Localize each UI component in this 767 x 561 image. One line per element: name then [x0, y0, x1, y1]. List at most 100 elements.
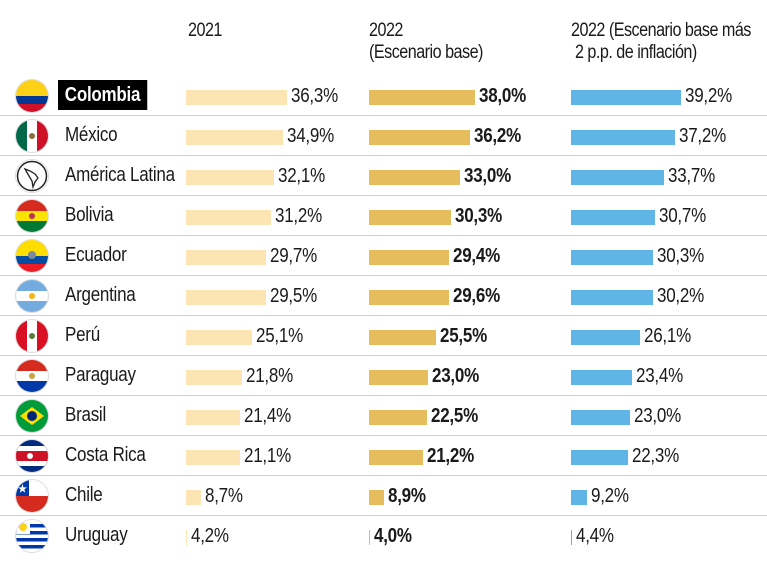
value-label-series-1: 31,2% [275, 205, 323, 227]
row-paraguay: Paraguay 21,8% 23,0% 23,4% [0, 356, 767, 396]
bar-series-1 [186, 250, 267, 265]
bar-series-2 [369, 450, 423, 465]
bar-series-3 [571, 530, 573, 545]
value-label-series-2: 36,2% [473, 125, 521, 147]
bar-series-1 [186, 490, 201, 505]
bar-series-2 [369, 490, 385, 505]
mexico-flag-icon [16, 120, 48, 152]
bar-series-3 [571, 170, 664, 185]
country-label: Costa Rica [65, 444, 146, 466]
column-header-2022-base: 2022 (Escenario base) [369, 20, 483, 63]
bar-series-1 [186, 290, 266, 305]
bar-series-2 [369, 130, 470, 145]
value-label-series-2: 29,6% [453, 285, 501, 307]
bar-series-3 [571, 130, 675, 145]
costa-rica-flag-icon [16, 440, 48, 472]
bar-series-3 [571, 290, 653, 305]
value-label-series-1: 8,7% [204, 485, 243, 507]
latin-america-map-icon [16, 160, 48, 192]
value-label-series-3: 30,2% [657, 285, 704, 307]
brazil-flag-icon [16, 400, 48, 432]
value-label-series-3: 23,4% [635, 365, 683, 387]
country-label: Chile [65, 484, 103, 506]
value-label-series-2: 25,5% [440, 325, 488, 347]
bar-series-1 [186, 370, 242, 385]
peru-flag-icon [16, 320, 48, 352]
bar-series-3 [571, 450, 629, 465]
country-label: América Latina [65, 164, 175, 186]
row-colombia: Colombia 36,3% 38,0% 39,2% [0, 76, 767, 116]
value-label-series-3: 22,3% [632, 445, 680, 467]
row-divider [0, 515, 767, 516]
row-divider [0, 115, 767, 116]
value-label-series-2: 8,9% [388, 485, 427, 507]
value-label-series-1: 21,8% [245, 365, 293, 387]
value-label-series-2: 30,3% [455, 205, 503, 227]
bar-series-1 [186, 530, 187, 545]
value-label-series-2: 33,0% [463, 165, 511, 187]
value-label-series-2: 21,2% [426, 445, 474, 467]
bar-series-1 [186, 90, 288, 105]
bar-series-2 [369, 170, 460, 185]
bar-series-3 [571, 250, 654, 265]
country-label: Argentina [65, 284, 136, 306]
value-label-series-1: 32,1% [277, 165, 325, 187]
row-peru: Perú 25,1% 25,5% 26,1% [0, 316, 767, 356]
bar-series-1 [186, 450, 240, 465]
column-header-2021: 2021 [188, 20, 222, 41]
bar-series-1 [186, 210, 272, 225]
argentina-flag-icon [16, 280, 48, 312]
value-label-series-2: 23,0% [432, 365, 480, 387]
bar-series-1 [186, 170, 274, 185]
bar-series-2 [369, 370, 429, 385]
bar-series-2 [369, 90, 476, 105]
value-label-series-3: 23,0% [634, 405, 682, 427]
value-label-series-3: 37,2% [678, 125, 726, 147]
paraguay-flag-icon [16, 360, 48, 392]
value-label-series-1: 4,2% [191, 525, 229, 547]
row-divider [0, 155, 767, 156]
country-label: Ecuador [65, 244, 127, 266]
bar-series-3 [571, 410, 631, 425]
bar-series-2 [369, 250, 449, 265]
row-divider [0, 235, 767, 236]
country-label: Paraguay [65, 364, 136, 386]
value-label-series-3: 33,7% [667, 165, 715, 187]
value-label-series-3: 4,4% [576, 525, 614, 547]
bar-series-2 [369, 290, 450, 305]
value-label-series-1: 21,4% [244, 405, 292, 427]
country-label: México [65, 124, 118, 146]
country-label: Perú [65, 324, 100, 346]
value-label-series-3: 9,2% [591, 485, 629, 507]
bar-series-2 [369, 210, 452, 225]
bar-series-3 [571, 490, 588, 505]
bar-series-1 [186, 410, 241, 425]
country-label: Bolivia [65, 204, 114, 226]
value-label-series-1: 25,1% [256, 325, 303, 347]
row-chile: Chile 8,7% 8,9% 9,2% [0, 476, 767, 516]
row-divider [0, 315, 767, 316]
ecuador-flag-icon [16, 240, 48, 272]
row-bolivia: Bolivia 31,2% 30,3% 30,7% [0, 196, 767, 236]
row-uruguay: Uruguay 4,2% 4,0% 4,4% [0, 516, 767, 556]
value-label-series-1: 34,9% [286, 125, 334, 147]
row-argentina: Argentina 29,5% 29,6% 30,2% [0, 276, 767, 316]
bar-series-2 [369, 530, 370, 545]
bar-series-3 [571, 370, 632, 385]
bar-series-2 [369, 330, 437, 345]
row-divider [0, 275, 767, 276]
row-costa-rica: Costa Rica 21,1% 21,2% 22,3% [0, 436, 767, 476]
row-divider [0, 195, 767, 196]
value-label-series-2: 38,0% [479, 85, 527, 107]
value-label-series-3: 39,2% [685, 85, 733, 107]
bolivia-flag-icon [16, 200, 48, 232]
country-label: Brasil [65, 404, 106, 426]
bar-series-2 [369, 410, 427, 425]
value-label-series-2: 29,4% [452, 245, 500, 267]
chile-flag-icon [16, 480, 48, 512]
row-divider [0, 475, 767, 476]
country-label: Uruguay [65, 524, 128, 546]
bar-series-3 [571, 90, 682, 105]
bar-series-3 [571, 330, 641, 345]
row-mexico: México 34,9% 36,2% 37,2% [0, 116, 767, 156]
